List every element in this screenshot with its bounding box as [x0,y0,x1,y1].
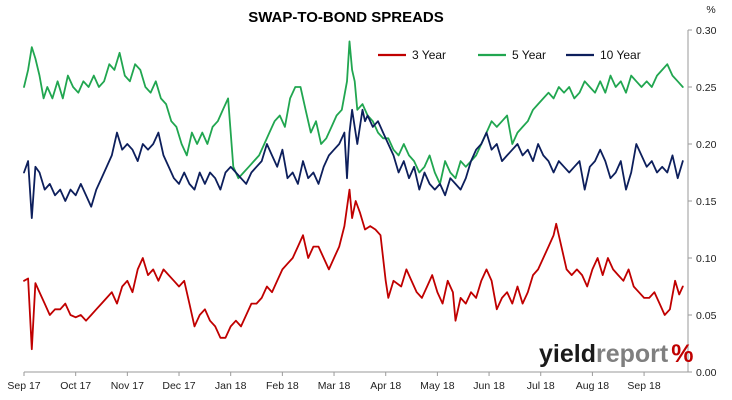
yieldreport-logo: yieldreport% [539,340,693,368]
y-tick-label: 0.00 [696,367,717,379]
x-tick-label: Sep 17 [7,380,40,392]
y-tick-label: 0.20 [696,139,717,151]
x-tick-label: Jan 18 [215,380,247,392]
x-tick-label: Jun 18 [473,380,505,392]
x-tick-label: Feb 18 [266,380,299,392]
x-tick-label: Sep 18 [627,380,660,392]
legend-label-3-year: 3 Year [412,48,446,62]
y-tick-label: 0.05 [696,310,717,322]
y-tick-label: 0.30 [696,25,717,37]
x-tick-label: Dec 17 [162,380,195,392]
logo-percent-symbol: % [671,340,693,368]
legend-label-5-year: 5 Year [512,48,546,62]
y-axis: 0.00 0.05 0.10 0.15 0.20 0.25 0.30 [687,25,717,379]
x-axis: Sep 17 Oct 17 Nov 17 Dec 17 Jan 18 Feb 18 Mar … [7,371,688,392]
y-tick-label: 0.25 [696,82,717,94]
x-tick-label: Apr 18 [370,380,401,392]
chart-title: SWAP-TO-BOND SPREADS [248,9,444,26]
x-tick-label: Jul 18 [527,380,555,392]
legend-label-10-year: 10 Year [600,48,641,62]
y-tick-label: 0.15 [696,196,717,208]
x-tick-label: Nov 17 [111,380,144,392]
x-tick-label: Mar 18 [318,380,351,392]
series-lines [23,40,684,351]
y-axis-unit-label: % [706,4,715,16]
x-tick-label: May 18 [420,380,455,392]
svg-text:yieldreport%: yieldreport% [539,340,693,368]
series-line-5-year [23,40,684,185]
logo-text-report: report [596,340,669,368]
series-line-3-year [23,188,684,351]
legend: 3 Year 5 Year 10 Year [378,48,641,62]
x-tick-label: Oct 17 [60,380,91,392]
y-tick-label: 0.10 [696,253,717,265]
x-tick-label: Aug 18 [576,380,609,392]
logo-text-yield: yield [539,340,596,368]
series-line-10-year [23,108,684,220]
